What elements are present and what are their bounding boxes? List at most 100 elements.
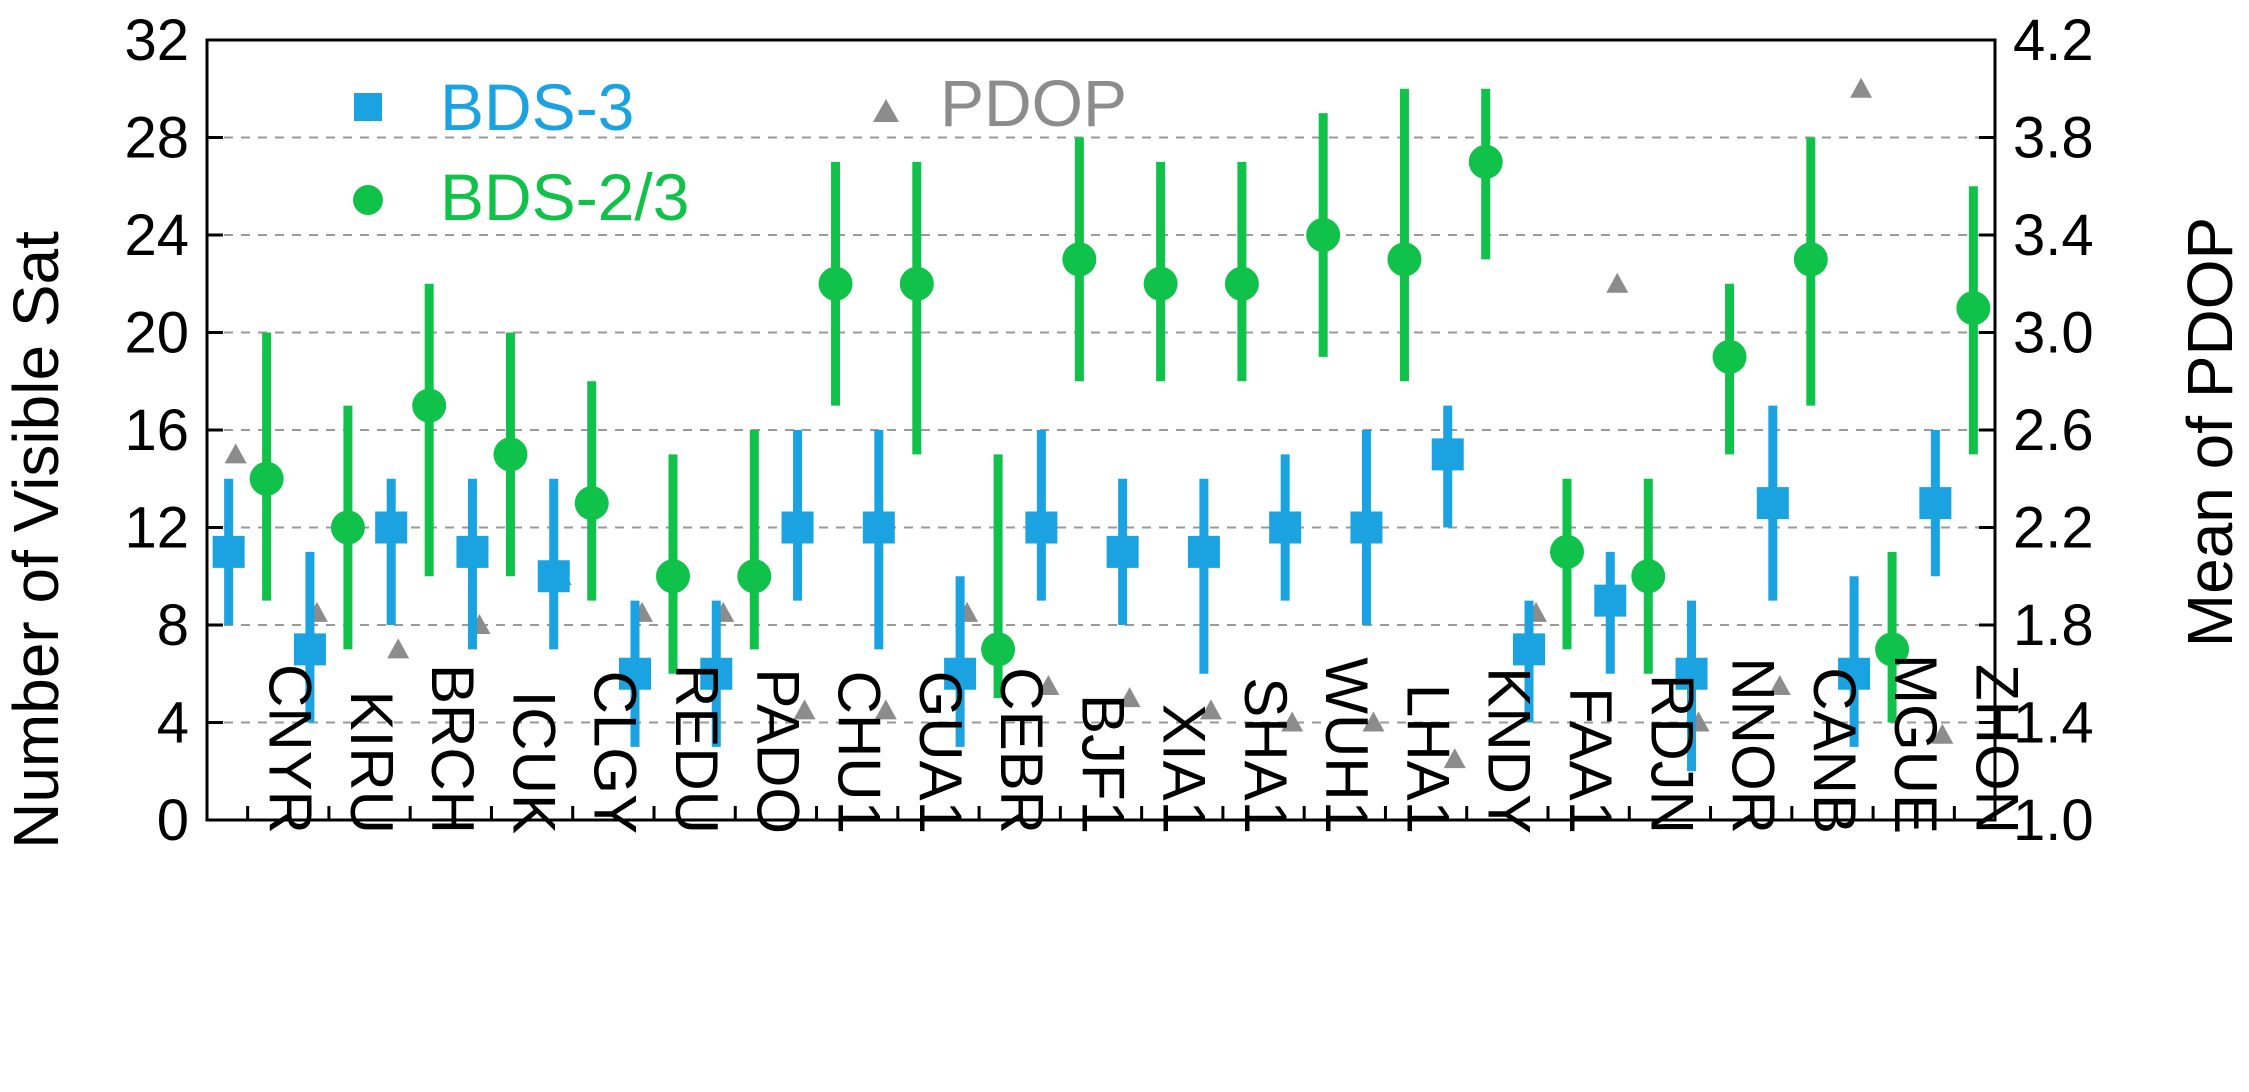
y-tick-label-right: 1.0 bbox=[2013, 788, 2094, 853]
bds23-point bbox=[899, 266, 934, 301]
bds23-point bbox=[493, 437, 528, 472]
bds3-point bbox=[212, 535, 245, 568]
bds23-point bbox=[1224, 266, 1259, 301]
bds3-point bbox=[862, 511, 895, 544]
bds23-point bbox=[412, 388, 447, 423]
x-tick-label: CANB bbox=[1801, 667, 1868, 834]
bds23-point bbox=[1062, 242, 1097, 277]
grid-lines bbox=[207, 136, 1995, 724]
bds3-point bbox=[1756, 487, 1789, 520]
x-tick-label: MGUE bbox=[1882, 654, 1949, 834]
bds23-point bbox=[1306, 218, 1341, 252]
y-tick-label-right: 1.8 bbox=[2013, 593, 2094, 658]
x-tick-label: BRCH bbox=[419, 664, 486, 834]
x-tick-label: ZHON bbox=[1963, 664, 2030, 834]
pdop-point bbox=[224, 443, 247, 464]
legend: BDS-3 BDS-2/3 PDOP bbox=[353, 66, 1127, 234]
y-tick-label-left: 8 bbox=[157, 593, 189, 658]
x-tick-label: NNOR bbox=[1720, 657, 1787, 834]
pdop-point bbox=[1768, 674, 1791, 695]
pdop-point bbox=[387, 638, 410, 659]
y-tick-label-right: 3.0 bbox=[2013, 301, 2094, 366]
x-tick-label: CLGY bbox=[582, 671, 649, 834]
y-tick-label-left: 28 bbox=[124, 106, 189, 171]
x-tick-label: FAA1 bbox=[1557, 687, 1624, 834]
bds23-point bbox=[1631, 559, 1666, 594]
pdop-point bbox=[874, 699, 897, 720]
bds3-point bbox=[375, 511, 408, 544]
legend-marker-triangle bbox=[873, 99, 899, 122]
y-tick-label-right: 2.2 bbox=[2013, 496, 2094, 561]
y-axis-title-left: Number of Visible Sat bbox=[0, 231, 72, 849]
bds3-point bbox=[1350, 511, 1383, 544]
pdop-point bbox=[1118, 687, 1141, 708]
y-tick-label-left: 4 bbox=[157, 691, 189, 756]
y-tick-label-right: 3.8 bbox=[2013, 106, 2094, 171]
y-tick-label-right: 3.4 bbox=[2013, 203, 2094, 268]
x-tick-label: RDJN bbox=[1638, 674, 1705, 834]
y-tick-label-right: 1.4 bbox=[2013, 691, 2094, 756]
legend-marker-square bbox=[354, 93, 382, 121]
bds23-point bbox=[1875, 632, 1910, 667]
pdop-point bbox=[1362, 711, 1385, 732]
bds3-point bbox=[537, 560, 570, 593]
bds23-point bbox=[818, 266, 853, 301]
bds23-point bbox=[1143, 266, 1178, 301]
bds23-point bbox=[1793, 242, 1828, 277]
bds3-point bbox=[1431, 438, 1464, 471]
x-tick-label: SHA1 bbox=[1232, 677, 1299, 834]
y-tick-label-left: 24 bbox=[124, 203, 189, 268]
right-axis: 1.0 1.4 1.8 2.2 2.6 3.0 3.4 3.8 4.2 bbox=[1979, 8, 2094, 853]
bds23-point bbox=[1712, 339, 1747, 374]
pdop-point bbox=[1443, 748, 1466, 769]
x-tick-label: GUA1 bbox=[907, 671, 974, 834]
x-tick-label: CNYR bbox=[257, 664, 324, 834]
left-axis: 0 4 8 12 16 20 24 28 32 bbox=[124, 8, 223, 853]
bds23-point bbox=[1550, 534, 1584, 569]
bds23-point bbox=[1956, 291, 1991, 326]
legend-item-bds3: BDS-3 bbox=[354, 70, 634, 144]
x-tick-label: BJF1 bbox=[1069, 694, 1136, 834]
bds3-point bbox=[944, 657, 977, 690]
y-tick-label-left: 32 bbox=[124, 8, 189, 73]
bds3-point bbox=[1187, 535, 1220, 568]
bds3-point bbox=[1594, 584, 1627, 617]
x-tick-label: REDU bbox=[663, 664, 730, 834]
bds3-point bbox=[781, 511, 814, 544]
pdop-point bbox=[1606, 272, 1629, 293]
y-tick-label-right: 4.2 bbox=[2013, 8, 2094, 73]
y-tick-label-left: 12 bbox=[124, 496, 189, 561]
x-axis: CNYR KIRU BRCH ICUK CLGY REDU PADO CHU1 GUA1 CEBR… bbox=[246, 654, 2030, 834]
bds3-point bbox=[1919, 487, 1952, 520]
bds23-point bbox=[981, 632, 1016, 667]
pdop-point bbox=[1199, 699, 1222, 720]
bds23-point bbox=[249, 461, 284, 496]
legend-item-bds23: BDS-2/3 bbox=[353, 160, 689, 234]
bds3-point bbox=[1106, 535, 1139, 568]
legend-label-bds3: BDS-3 bbox=[440, 70, 634, 144]
bds3-point bbox=[1513, 633, 1545, 666]
legend-label-pdop: PDOP bbox=[940, 66, 1127, 140]
pdop-point bbox=[793, 699, 816, 720]
pdop-point bbox=[1850, 77, 1873, 98]
x-tick-label: CHU1 bbox=[826, 671, 893, 834]
bds3-point bbox=[619, 657, 651, 690]
y-tick-label-left: 20 bbox=[124, 301, 189, 366]
bds23-point bbox=[330, 510, 365, 545]
bds23-point bbox=[1468, 144, 1503, 179]
bds23-point bbox=[737, 559, 772, 594]
bds23-point bbox=[574, 486, 609, 521]
legend-label-bds23: BDS-2/3 bbox=[440, 160, 689, 234]
x-tick-label: KIRU bbox=[338, 691, 405, 834]
bds3-point bbox=[1025, 511, 1058, 544]
y-tick-label-left: 0 bbox=[157, 788, 189, 853]
data-marks bbox=[212, 77, 1991, 772]
y-axis-title-right: Mean of PDOP bbox=[2174, 217, 2246, 647]
pdop-point bbox=[1037, 674, 1060, 695]
y-tick-label-left: 16 bbox=[124, 398, 189, 463]
pdop-point bbox=[1281, 711, 1304, 732]
pdop-point bbox=[1931, 723, 1954, 744]
legend-marker-circle bbox=[353, 185, 383, 215]
bds3-point bbox=[456, 535, 489, 568]
x-tick-label: XIA1 bbox=[1151, 704, 1218, 834]
